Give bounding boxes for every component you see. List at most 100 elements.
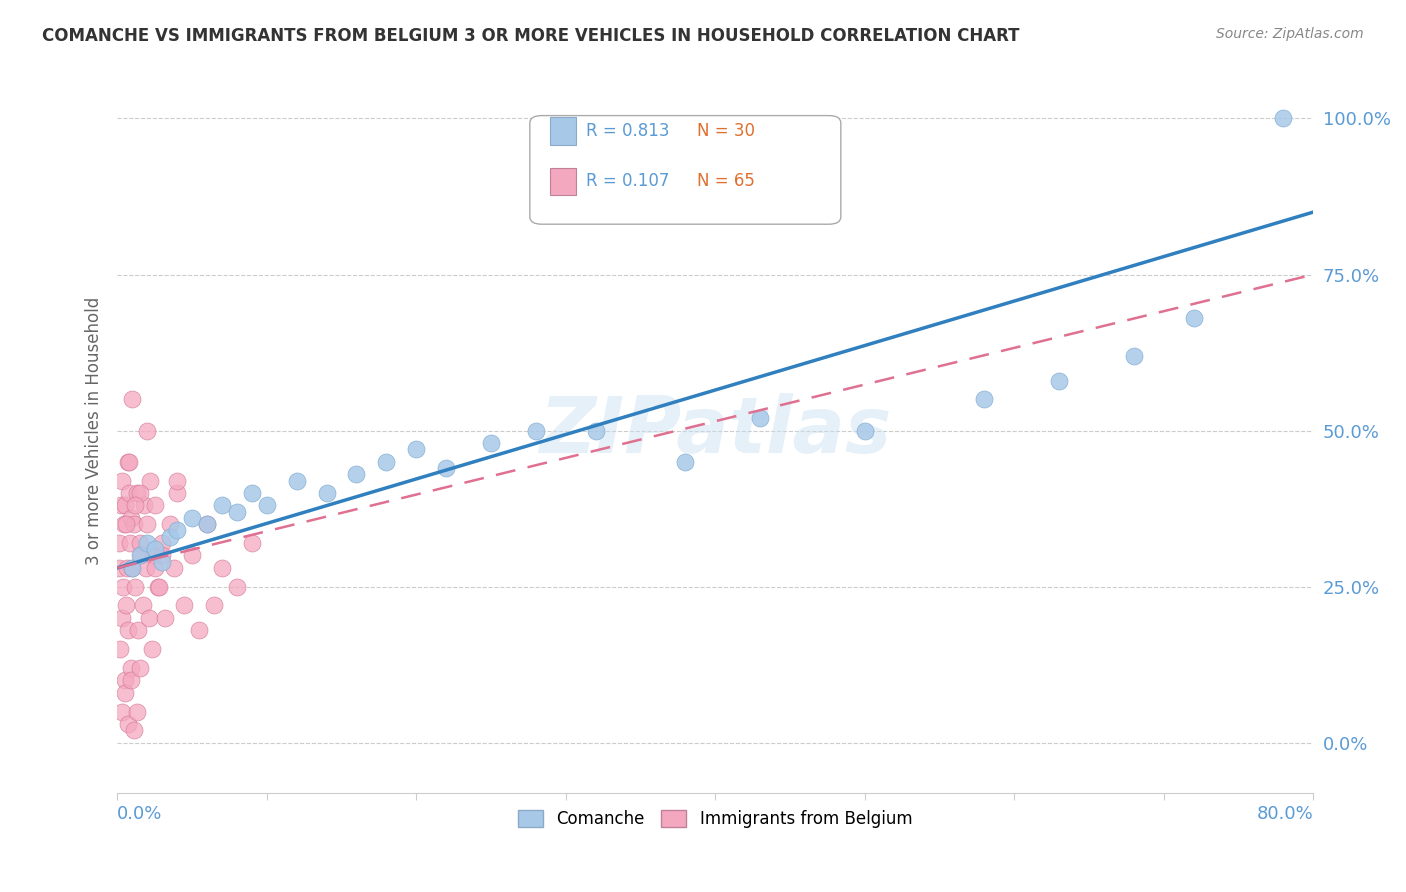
Text: 80.0%: 80.0% [1257,805,1313,823]
Text: Source: ZipAtlas.com: Source: ZipAtlas.com [1216,27,1364,41]
Point [115,561,138,575]
Point [124,499,146,513]
Point [166,524,188,538]
Point [256,499,278,513]
Point [585,424,607,438]
Point [128,661,150,675]
Point [111,474,134,488]
Point [240,486,263,500]
Point [344,467,367,482]
Text: ZIPatlas: ZIPatlas [538,392,891,468]
Point [124,580,146,594]
Point [135,561,157,575]
Point [121,561,143,575]
Point [225,580,247,594]
Point [115,517,138,532]
Point [139,474,162,488]
Point [211,561,233,575]
Point [110,499,132,513]
Text: 0.0%: 0.0% [117,805,163,823]
Point [524,424,547,438]
Text: COMANCHE VS IMMIGRANTS FROM BELGIUM 3 OR MORE VEHICLES IN HOUSEHOLD CORRELATION : COMANCHE VS IMMIGRANTS FROM BELGIUM 3 OR… [42,27,1019,45]
Bar [550,168,576,195]
Point [159,530,181,544]
Point [117,455,139,469]
Point [128,536,150,550]
Point [1182,311,1205,326]
Point [211,499,233,513]
Point [479,436,502,450]
Point [146,580,169,594]
Point [128,549,150,563]
Point [120,673,142,688]
Point [125,486,148,500]
Point [121,561,143,575]
Point [128,486,150,500]
Point [114,673,136,688]
Point [159,517,181,532]
Point [120,661,142,675]
Point [120,511,142,525]
Point [138,611,160,625]
Point [142,549,165,563]
Point [117,717,139,731]
Point [112,580,135,594]
Point [173,599,195,613]
Point [108,642,131,657]
Point [1122,349,1144,363]
Point [181,549,204,563]
Point [434,461,457,475]
Point [111,705,134,719]
Point [673,455,696,469]
Point [118,536,141,550]
Point [118,455,141,469]
Point [136,536,159,550]
Point [136,517,159,532]
Text: N = 30: N = 30 [697,122,755,140]
Point [202,599,225,613]
Point [166,474,188,488]
FancyBboxPatch shape [530,116,841,224]
Point [132,499,155,513]
Point [1047,374,1070,388]
Point [143,542,166,557]
Point [853,424,876,438]
Bar [550,117,576,145]
Point [150,549,173,563]
Point [150,536,173,550]
Point [148,580,170,594]
Text: R = 0.107: R = 0.107 [586,172,669,191]
Legend: Comanche, Immigrants from Belgium: Comanche, Immigrants from Belgium [512,804,920,835]
Point [166,486,188,500]
Point [111,611,134,625]
Point [315,486,337,500]
Point [225,505,247,519]
Text: N = 65: N = 65 [697,172,755,191]
Point [108,536,131,550]
Point [188,624,211,638]
Point [127,624,149,638]
Point [181,511,204,525]
Point [122,723,145,738]
Point [118,486,141,500]
Point [114,686,136,700]
Point [125,705,148,719]
Point [973,392,995,407]
Point [121,392,143,407]
Text: R = 0.813: R = 0.813 [586,122,669,140]
Point [114,499,136,513]
Point [163,561,186,575]
Point [129,549,152,563]
Point [143,561,166,575]
Point [136,424,159,438]
Point [240,536,263,550]
Point [117,624,139,638]
Point [112,517,135,532]
Point [115,599,138,613]
Point [405,442,427,457]
Point [195,517,218,532]
Point [375,455,398,469]
Point [107,561,129,575]
Point [150,555,173,569]
Y-axis label: 3 or more Vehicles in Household: 3 or more Vehicles in Household [86,296,103,565]
